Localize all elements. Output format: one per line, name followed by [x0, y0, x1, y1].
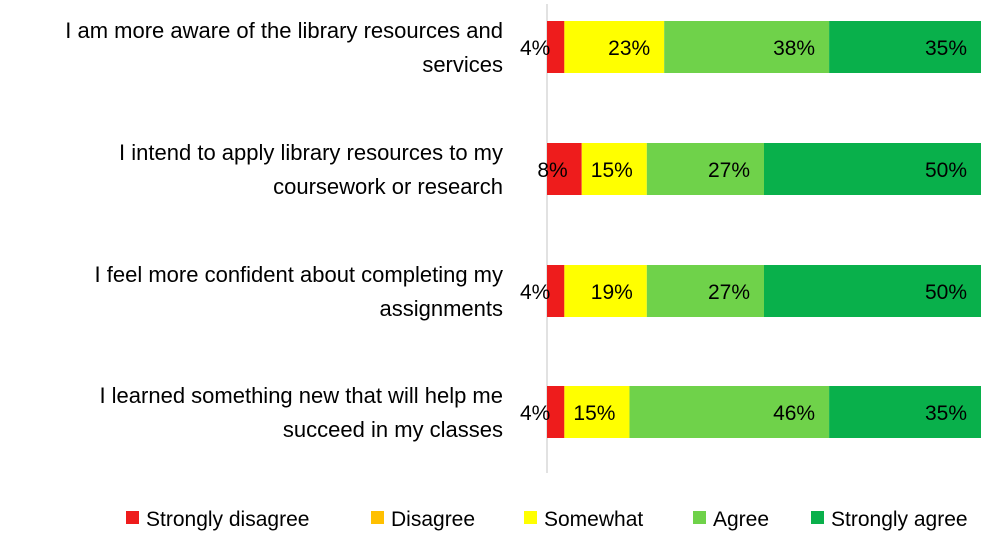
bar-segment-strongly-disagree [547, 386, 565, 438]
legend-label-agree: Agree [713, 508, 769, 531]
legend-swatch-disagree [371, 511, 384, 524]
category-label-line: I learned something new that will help m… [99, 383, 503, 408]
bars-layer: 4% 23% 38% 35% 8% 15% 27% 50% 4% 19% 27% 50% 4% 15% 46… [520, 21, 981, 438]
legend-label-strongly-agree: Strongly agree [831, 508, 968, 531]
bar-segment-strongly-agree [764, 265, 981, 317]
data-label: 27% [708, 159, 750, 182]
legend-label-strongly-disagree: Strongly disagree [146, 508, 309, 531]
data-label: 8% [537, 159, 567, 182]
legend-swatch-strongly-agree [811, 511, 824, 524]
legend-label-disagree: Disagree [391, 508, 475, 531]
category-label-line: assignments [379, 296, 503, 321]
data-label: 50% [925, 159, 967, 182]
data-label: 4% [520, 281, 550, 304]
bar-segment-strongly-agree [829, 21, 981, 73]
category-label: I learned something new that will help m… [99, 383, 503, 442]
category-label: I feel more confident about completing m… [95, 262, 503, 321]
data-label: 46% [773, 402, 815, 425]
category-labels-layer: I am more aware of the library resources… [65, 18, 503, 442]
data-label: 4% [520, 402, 550, 425]
bar-segment-strongly-disagree [547, 143, 582, 195]
data-label: 15% [591, 159, 633, 182]
bar-segment-agree [646, 143, 764, 195]
data-label: 50% [925, 281, 967, 304]
legend: Strongly disagree Disagree Somewhat Agree St… [126, 508, 968, 531]
bar-segment-strongly-disagree [547, 265, 565, 317]
bar-segment-somewhat [564, 265, 647, 317]
bar-segment-strongly-agree [829, 386, 981, 438]
data-label: 4% [520, 37, 550, 60]
bar-segment-agree [646, 265, 764, 317]
data-label: 35% [925, 37, 967, 60]
category-label-line: succeed in my classes [283, 417, 503, 442]
bar-segment-strongly-agree [764, 143, 981, 195]
data-label: 27% [708, 281, 750, 304]
bar-segment-strongly-disagree [547, 21, 565, 73]
legend-swatch-agree [693, 511, 706, 524]
data-label: 38% [773, 37, 815, 60]
category-label-line: I am more aware of the library resources… [65, 18, 503, 43]
bar-segment-somewhat [564, 386, 630, 438]
category-label: I intend to apply library resources to m… [119, 140, 503, 199]
legend-label-somewhat: Somewhat [544, 508, 643, 531]
legend-swatch-somewhat [524, 511, 537, 524]
data-label: 19% [591, 281, 633, 304]
data-label: 23% [608, 37, 650, 60]
bar-segment-agree [629, 386, 830, 438]
data-label: 35% [925, 402, 967, 425]
bar-segment-somewhat [564, 21, 665, 73]
category-label-line: I intend to apply library resources to m… [119, 140, 503, 165]
category-label-line: services [422, 52, 503, 77]
category-label-line: coursework or research [273, 174, 503, 199]
category-label: I am more aware of the library resources… [65, 18, 503, 77]
category-label-line: I feel more confident about completing m… [95, 262, 503, 287]
bar-segment-somewhat [581, 143, 647, 195]
legend-swatch-strongly-disagree [126, 511, 139, 524]
data-label: 15% [573, 402, 615, 425]
bar-segment-agree [664, 21, 830, 73]
